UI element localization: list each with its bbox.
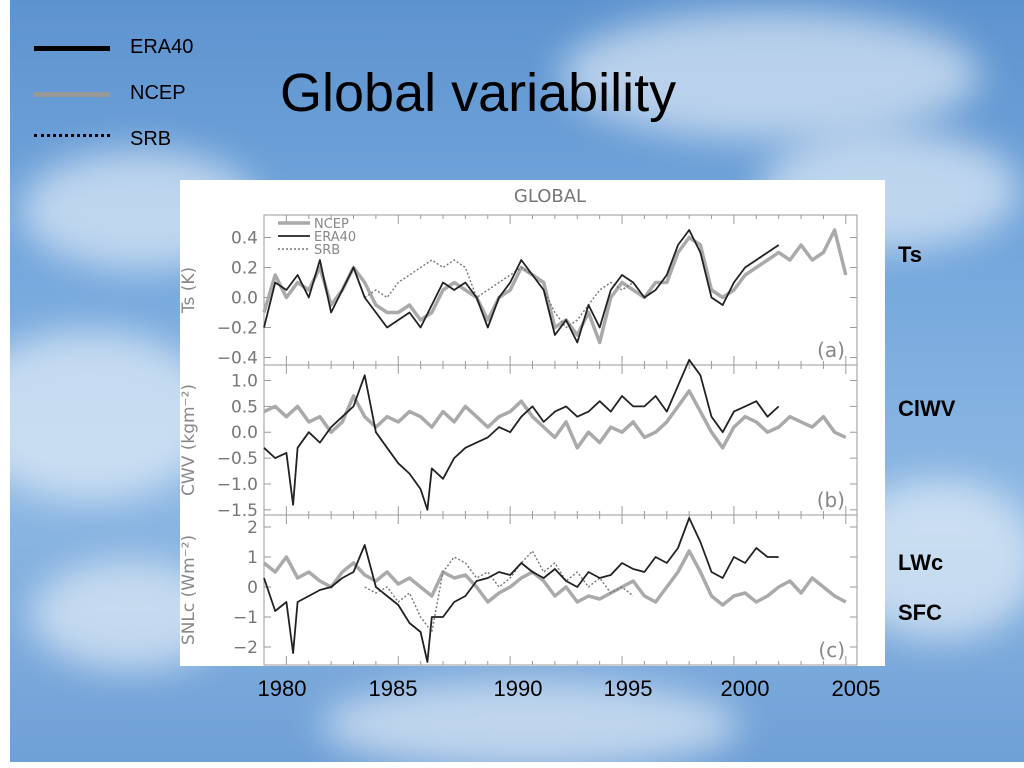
panel-c-ytick-label: 1: [247, 548, 258, 568]
panel-a-ytick-label: 0.0: [231, 289, 258, 309]
panel-b-ytick-label: −1.0: [217, 475, 258, 495]
panel-b-ytick-label: 0.5: [231, 397, 258, 417]
panel-c-ytick-label: 2: [247, 518, 258, 538]
year-label: 1985: [368, 676, 418, 701]
panel-a-ytick-label: 0.4: [231, 229, 258, 249]
panel-b-ytick-label: 1.0: [231, 372, 258, 392]
panel-b-ytick-label: −1.5: [217, 501, 258, 521]
panel-b-ylabel: CWV (kgm⁻²): [180, 384, 199, 496]
chart-title: GLOBAL: [514, 186, 586, 207]
panel-c-ytick-label: 0: [247, 578, 258, 598]
panel-c-tag: (c): [818, 638, 845, 662]
chart-panel: GLOBAL −0.4 −0.2 0.0 0.2 0.4 Ts (K) (a) NCEP ERA4…: [179, 180, 885, 666]
cloud-shape: [560, 10, 980, 140]
side-label-lwc: LWc: [898, 550, 944, 575]
legend-swatch-era40: [34, 46, 110, 51]
panel-a-tag: (a): [817, 338, 845, 362]
inner-legend-label-ncep: NCEP: [314, 217, 349, 232]
slide-frame-bottom: [0, 762, 1024, 768]
panel-b-series-era40-line: [263, 358, 780, 511]
panel-a-series-srb-line: [364, 259, 634, 329]
slide-frame-left: [0, 0, 10, 768]
year-label: 2000: [720, 676, 770, 701]
panel-c-frame: [263, 514, 858, 666]
panel-a-ytick-label: −0.2: [217, 319, 258, 339]
panel-c-ytick-label: −2: [233, 638, 258, 658]
year-label: 1990: [493, 676, 543, 701]
panel-a-ytick-label: 0.2: [231, 259, 258, 279]
inner-legend-label-srb: SRB: [314, 243, 340, 258]
year-label: 2005: [831, 676, 881, 701]
year-label: 1980: [257, 676, 307, 701]
legend-label-ncep: NCEP: [130, 82, 186, 104]
legend-label-srb: SRB: [130, 128, 172, 150]
panel-a-ytick-label: −0.4: [217, 349, 258, 369]
panel-b-ytick-label: −0.5: [217, 449, 258, 469]
side-label-sfc: SFC: [898, 600, 942, 625]
panel-c-ylabel: SNLc (Wm⁻²): [180, 535, 199, 645]
side-label-clwv: ClWV: [898, 396, 956, 421]
inner-legend-label-era40: ERA40: [314, 230, 356, 245]
slide-title: Global variability: [280, 63, 677, 123]
global-variability-chart: GLOBAL −0.4 −0.2 0.0 0.2 0.4 Ts (K) (a) NCEPERA4…: [179, 186, 858, 666]
side-label-ts: Ts: [898, 242, 923, 267]
panel-c-series-ncep-line: [262, 549, 847, 607]
year-label: 1995: [603, 676, 653, 701]
legend-swatch-srb: [34, 134, 110, 137]
legend-swatch-ncep: [34, 92, 110, 97]
panel-b-tag: (b): [817, 488, 845, 512]
panel-b-ytick-label: 0.0: [231, 423, 258, 443]
panel-c-series-era40-line: [263, 517, 779, 663]
panel-b-series-ncep-line: [263, 389, 847, 450]
panel-a-series-era40-line: [263, 229, 780, 344]
legend-label-era40: ERA40: [130, 36, 194, 58]
panel-a-series-ncep-line: [262, 228, 848, 345]
panel-a-ylabel: Ts (K): [180, 267, 199, 314]
panel-c-ytick-label: −1: [233, 608, 258, 628]
cloud-shape: [320, 680, 740, 768]
panel-b-frame: [263, 364, 858, 516]
panel-c-series-srb-line: [364, 550, 634, 633]
